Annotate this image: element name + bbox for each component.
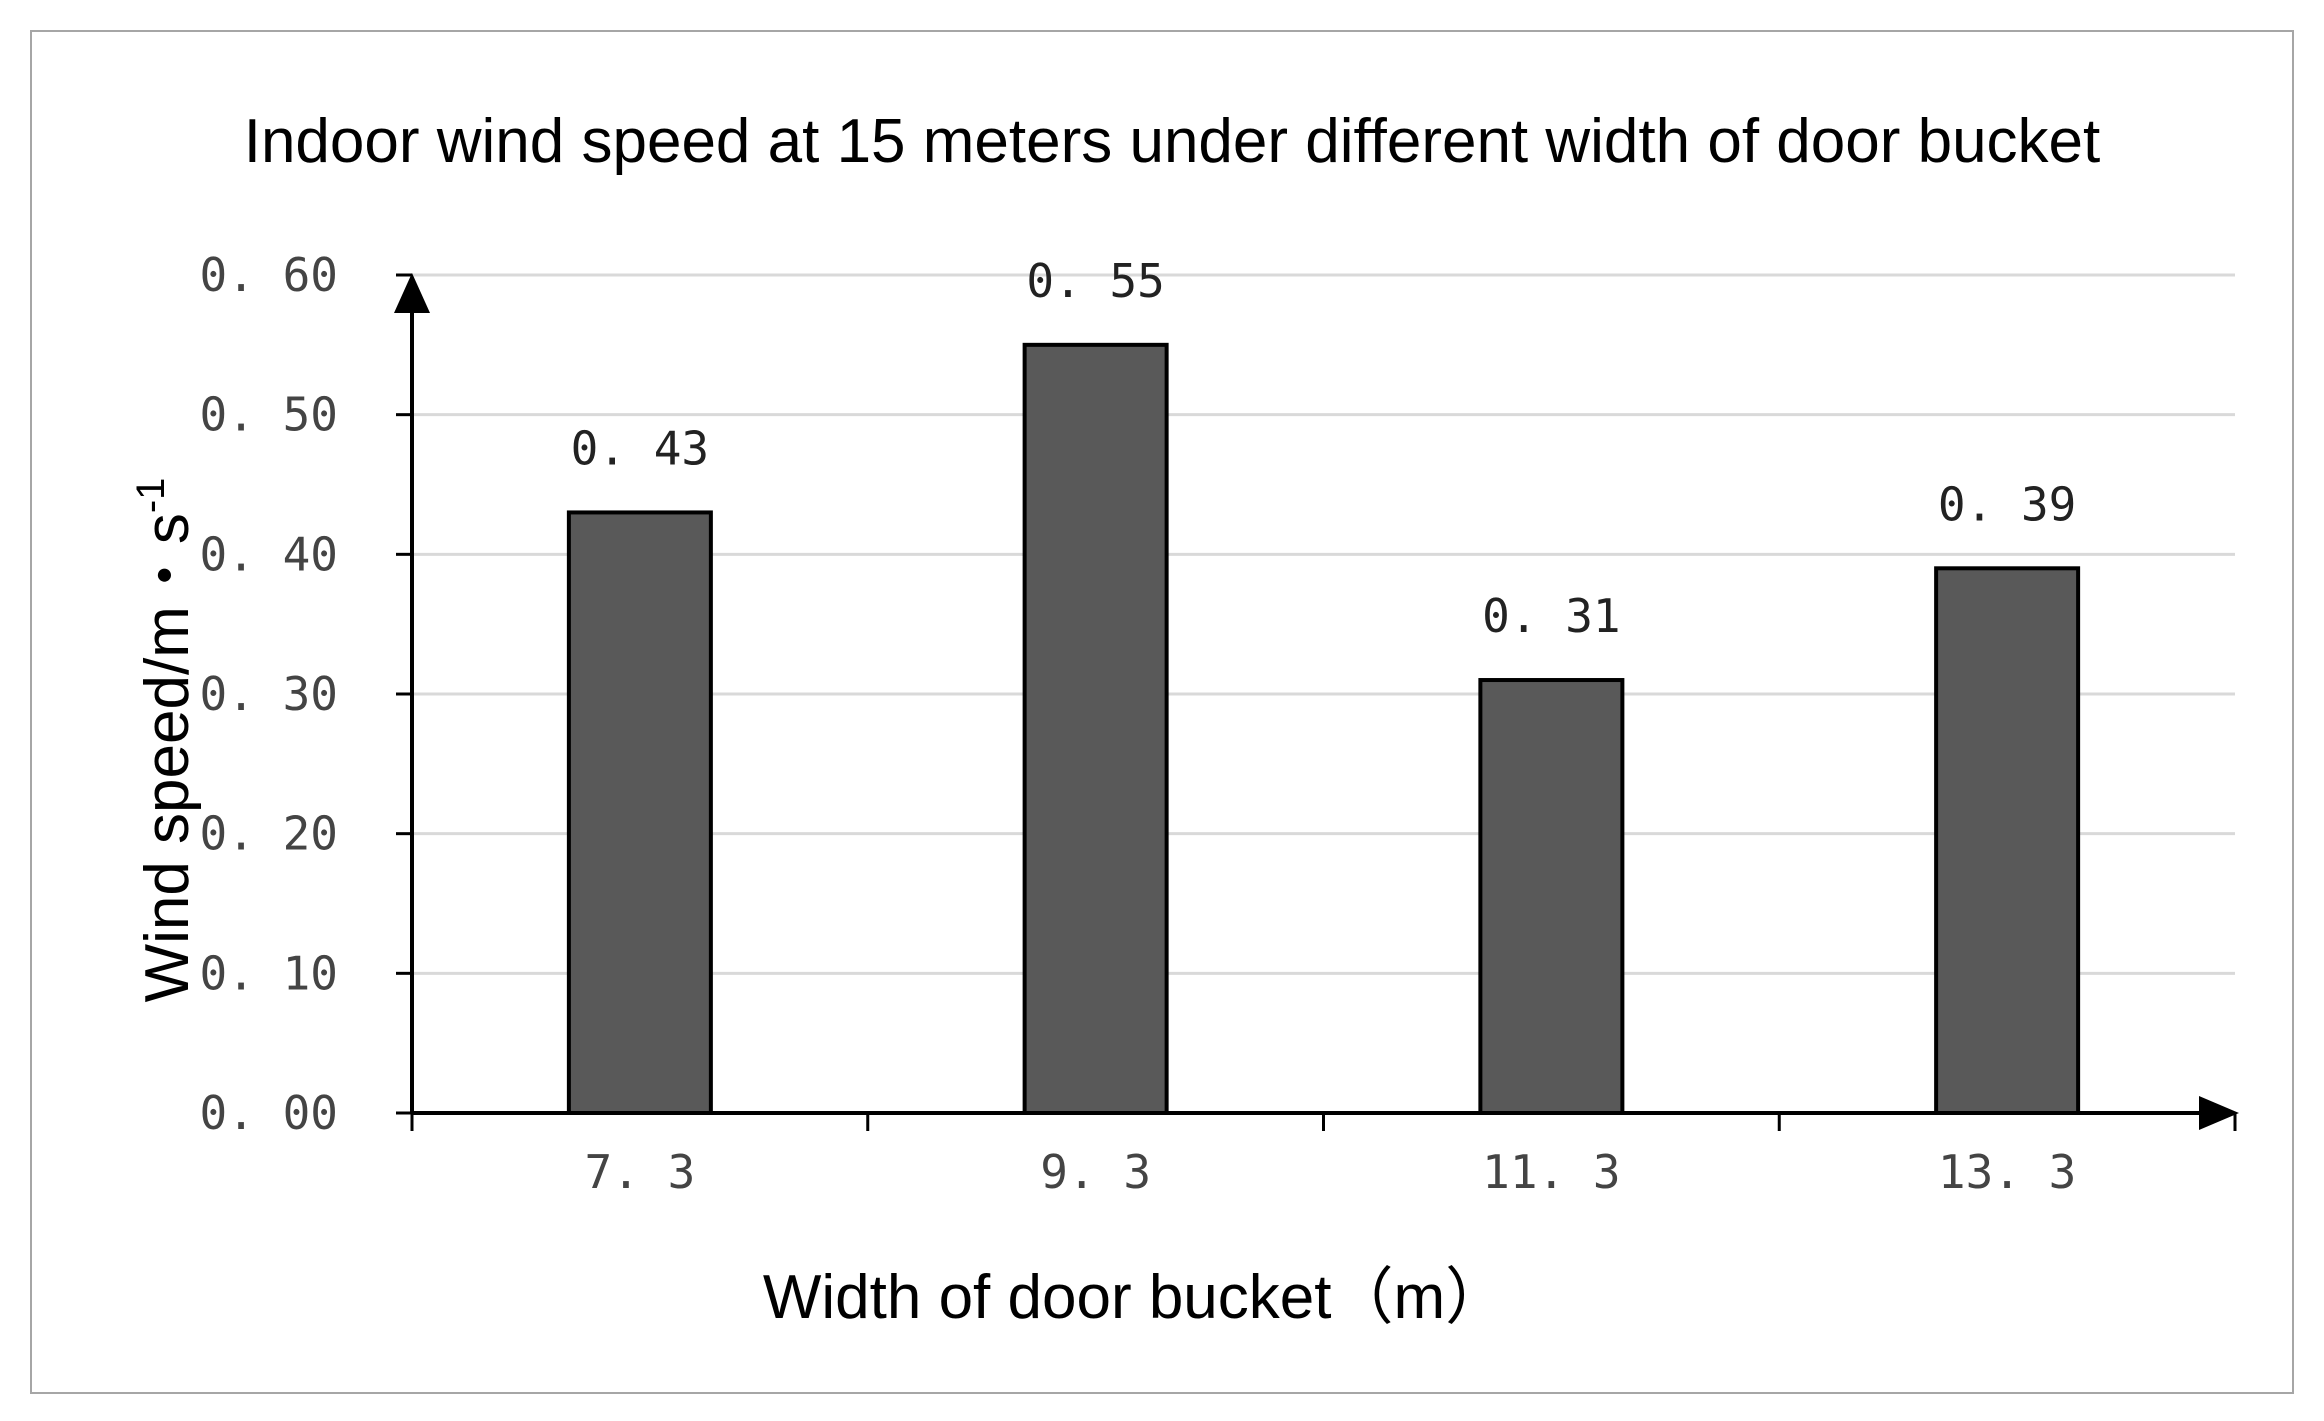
y-axis-title: Wind speed/m・s-1 bbox=[129, 478, 202, 1003]
chart-title: Indoor wind speed at 15 meters under dif… bbox=[244, 107, 2101, 176]
bar bbox=[1478, 678, 1625, 1115]
y-tick-label: 0. 60 bbox=[200, 248, 338, 302]
y-tick-label: 0. 40 bbox=[200, 527, 338, 581]
y-tick-label: 0. 30 bbox=[200, 667, 338, 721]
data-labels: 0. 43 0. 55 0. 31 0. 39 bbox=[571, 254, 2077, 643]
x-tick-label: 7. 3 bbox=[584, 1145, 695, 1199]
bars bbox=[566, 342, 2081, 1116]
y-axis-title-superscript: -1 bbox=[129, 478, 173, 514]
x-tick-label: 9. 3 bbox=[1040, 1145, 1151, 1199]
data-label: 0. 43 bbox=[571, 421, 709, 475]
x-axis-arrow-icon bbox=[2199, 1096, 2239, 1130]
y-axis-arrow-icon bbox=[394, 273, 430, 313]
y-tick-label: 0. 00 bbox=[200, 1086, 338, 1140]
y-tick-label: 0. 20 bbox=[200, 807, 338, 861]
bar bbox=[566, 510, 713, 1115]
x-tick-label: 13. 3 bbox=[1938, 1145, 2076, 1199]
bar bbox=[1022, 342, 1169, 1116]
x-axis-title: Width of door bucket（m） bbox=[763, 1263, 1507, 1332]
gridlines bbox=[412, 273, 2235, 975]
tick-labels: 0. 00 0. 10 0. 20 0. 30 0. 40 0. 50 0. 60 7. 3 9… bbox=[200, 248, 2077, 1199]
axes bbox=[394, 273, 2239, 1131]
data-label: 0. 39 bbox=[1938, 477, 2076, 531]
y-tick-label: 0. 50 bbox=[200, 388, 338, 442]
y-axis-title-main: Wind speed/m・s bbox=[133, 513, 202, 1002]
bar bbox=[1934, 566, 2081, 1115]
y-tick-label: 0. 10 bbox=[200, 946, 338, 1000]
data-label: 0. 31 bbox=[1482, 589, 1620, 643]
x-tick-label: 11. 3 bbox=[1482, 1145, 1620, 1199]
data-label: 0. 55 bbox=[1026, 254, 1164, 308]
